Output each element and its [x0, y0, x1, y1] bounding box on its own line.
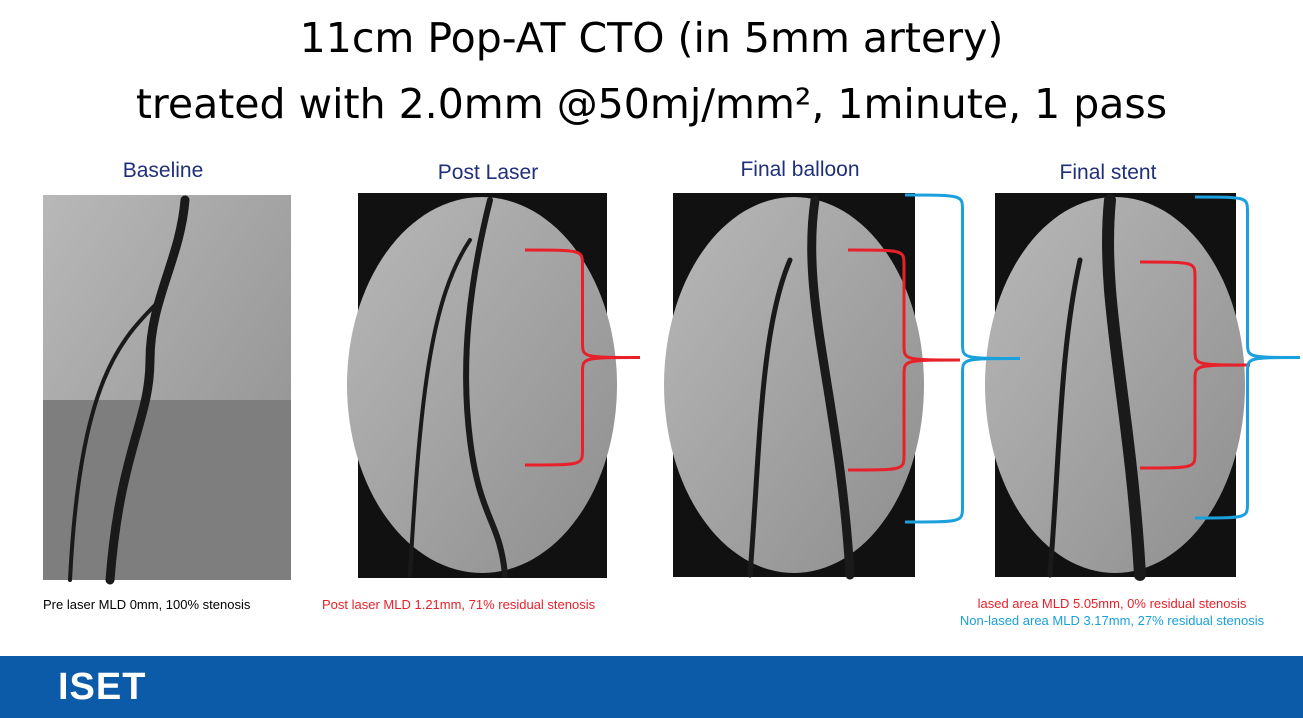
image [664, 197, 924, 573]
panel-label: Final stent [1059, 161, 1157, 184]
caption: lased area MLD 5.05mm, 0% residual steno… [977, 596, 1247, 611]
bracket [847, 248, 961, 472]
image [43, 400, 291, 580]
bracket [1194, 195, 1301, 520]
title: treated with 2.0mm @50mj/mm², 1minute, 1… [135, 80, 1168, 128]
caption: Non-lased area MLD 3.17mm, 27% residual … [959, 613, 1265, 628]
panel-label: Baseline [122, 159, 204, 182]
panel-label: Post Laser [437, 161, 539, 184]
angiograms [43, 193, 1301, 585]
vessels [68, 194, 1146, 585]
panel-label: Final balloon [740, 158, 860, 181]
title: 11cm Pop-AT CTO (in 5mm artery) [299, 14, 1004, 62]
bracket [1139, 260, 1251, 470]
logo: ISET [58, 666, 147, 708]
bracket [524, 248, 641, 467]
bracket [904, 193, 1021, 524]
caption: Pre laser MLD 0mm, 100% stenosis [43, 597, 251, 612]
footer: ISET [0, 656, 1303, 718]
caption: Post laser MLD 1.21mm, 71% residual sten… [322, 597, 596, 612]
